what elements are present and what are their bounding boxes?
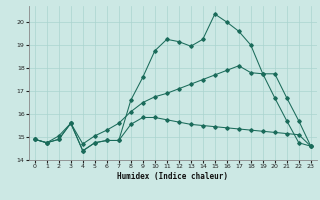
X-axis label: Humidex (Indice chaleur): Humidex (Indice chaleur)	[117, 172, 228, 181]
